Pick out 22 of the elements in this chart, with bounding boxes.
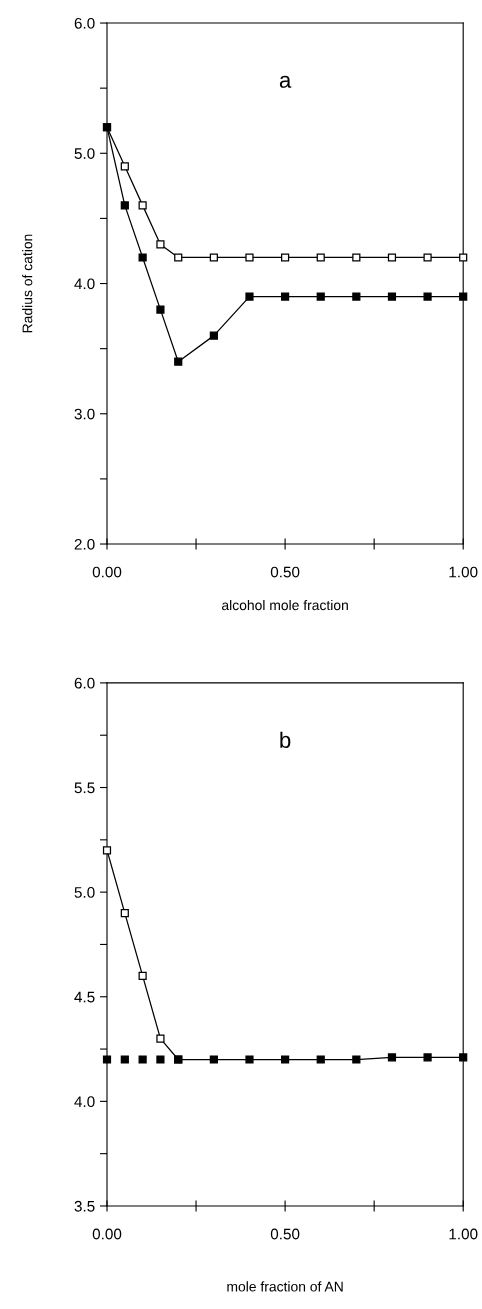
- y-axis-title: Radius of cation: [22, 234, 33, 333]
- y-tick-label: 3.5: [74, 1200, 95, 1212]
- text: b: [280, 731, 291, 749]
- y-tick-label: 4.5: [74, 991, 95, 1003]
- y-tick-label: 3.0: [74, 408, 95, 420]
- x-axis-title: mole fraction of AN: [227, 1281, 343, 1292]
- y-tick-label: 4.0: [74, 278, 95, 290]
- x-tick-label: 0.00: [92, 566, 122, 578]
- y-tick-label: 4.0: [74, 1096, 95, 1108]
- y-tick-label: 6.0: [74, 17, 95, 29]
- x-tick-label: 1.00: [449, 566, 478, 578]
- y-tick-label: 5.0: [74, 148, 95, 159]
- x-tick-label: 1.00: [449, 1228, 478, 1240]
- x-tick-label: 0.50: [270, 1228, 300, 1240]
- y-tick-label: 5.5: [74, 782, 95, 794]
- x-tick-label: 0.00: [92, 1228, 122, 1240]
- x-axis-title: alcohol mole fraction: [222, 599, 348, 611]
- y-tick-label: 6.0: [74, 677, 95, 689]
- text: a: [279, 75, 292, 88]
- y-tick-label: 2.0: [74, 538, 95, 550]
- x-tick-label: 0.50: [270, 566, 300, 578]
- y-tick-label: 5.0: [74, 887, 95, 898]
